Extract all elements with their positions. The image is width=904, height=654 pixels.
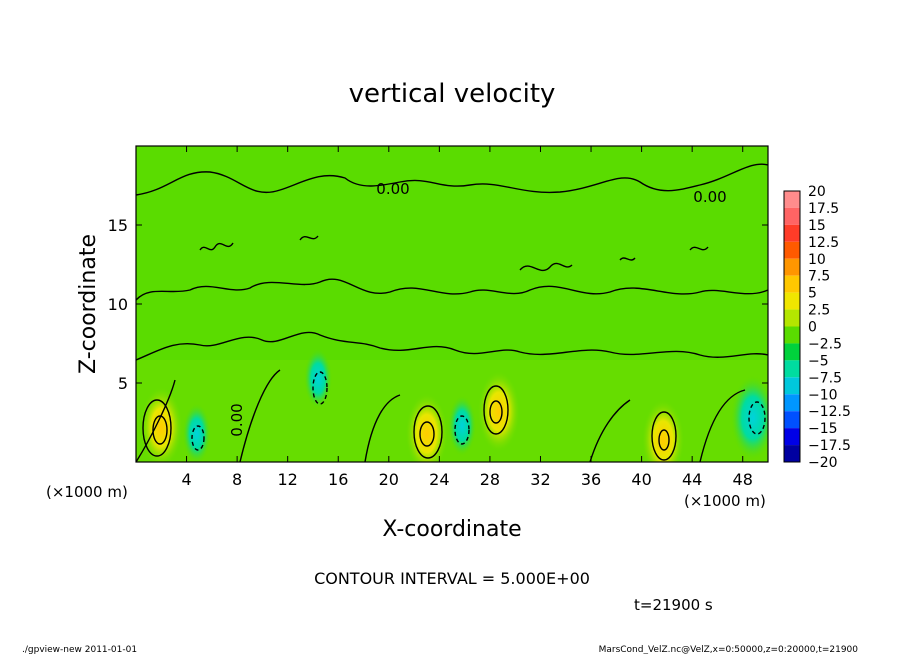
contour-label: 0.00 — [228, 403, 246, 436]
colorbar-swatch — [784, 241, 800, 259]
colorbar-label: 17.5 — [808, 201, 839, 217]
downdraft-core — [448, 395, 477, 456]
x-tick-label: 28 — [480, 470, 500, 489]
colorbar-swatch — [784, 207, 800, 225]
colorbar-label: −7.5 — [808, 370, 842, 386]
colorbar-label: 12.5 — [808, 235, 839, 251]
colorbar-label: −2.5 — [808, 336, 842, 352]
colorbar-label: −10 — [808, 387, 838, 403]
footer-right: MarsCond_VelZ.nc@VelZ,x=0:50000,z=0:2000… — [599, 645, 859, 654]
colorbar-label: 5 — [808, 286, 817, 302]
colorbar-label: 20 — [808, 184, 826, 200]
colorbar-swatch — [784, 309, 800, 327]
x-tick-label: 20 — [379, 470, 399, 489]
contour-interval-text: CONTOUR INTERVAL = 5.000E+00 — [314, 569, 590, 588]
x-tick-label: 36 — [581, 470, 601, 489]
x-tick-label: 24 — [429, 470, 449, 489]
y-tick-label: 15 — [108, 216, 128, 235]
colorbar-label: −17.5 — [808, 438, 851, 454]
y-axis-ticks: 5 10 15 — [108, 216, 768, 393]
colorbar-swatch — [784, 445, 800, 462]
colorbar-swatch — [784, 191, 800, 208]
colorbar-swatch — [784, 326, 800, 344]
x-tick-label: 16 — [328, 470, 348, 489]
plot-area: 0.00 0.00 0.00 — [136, 146, 768, 462]
contour-label: 0.00 — [693, 188, 726, 206]
colorbar-swatch — [784, 411, 800, 429]
x-axis-unit: (×1000 m) — [684, 492, 766, 510]
x-tick-label: 4 — [181, 470, 191, 489]
colorbar-swatch — [784, 394, 800, 412]
downdraft-core — [182, 403, 211, 462]
colorbar-label: 15 — [808, 218, 826, 234]
updraft-core — [476, 369, 521, 454]
colorbar-swatch — [784, 275, 800, 293]
colorbar-swatch — [784, 428, 800, 446]
time-label: t=21900 s — [634, 596, 713, 614]
updraft-core — [139, 385, 184, 462]
x-tick-label: 8 — [232, 470, 242, 489]
velocity-features — [139, 348, 768, 462]
y-tick-label: 5 — [118, 374, 128, 393]
colorbar-label: 10 — [808, 252, 826, 268]
colorbar-label: −20 — [808, 455, 838, 471]
x-tick-label: 12 — [278, 470, 298, 489]
y-tick-label: 10 — [108, 295, 128, 314]
x-tick-label: 32 — [530, 470, 550, 489]
x-axis-ticks: 4 8 12 16 20 24 28 32 36 40 44 48 — [181, 146, 753, 489]
chart-title: vertical velocity — [349, 79, 556, 109]
colorbar: 2017.51512.5107.552.50−2.5−5−7.5−10−12.5… — [783, 184, 851, 471]
colorbar-label: −12.5 — [808, 404, 851, 420]
downdraft-core — [304, 348, 333, 409]
colorbar-frame — [783, 190, 801, 463]
contour-lines — [136, 163, 768, 462]
y-axis-unit: (×1000 m) — [46, 483, 128, 501]
colorbar-label: 2.5 — [808, 303, 830, 319]
colorbar-swatch — [784, 292, 800, 310]
contour-label: 0.00 — [376, 180, 409, 198]
x-axis-label: X-coordinate — [382, 517, 521, 542]
colorbar-swatch — [784, 224, 800, 242]
x-tick-label: 40 — [631, 470, 651, 489]
colorbar-label: −15 — [808, 421, 838, 437]
colorbar-swatch — [784, 258, 800, 276]
colorbar-swatch — [784, 343, 800, 361]
y-axis-label: Z-coordinate — [76, 234, 101, 374]
colorbar-label: 0 — [808, 320, 817, 336]
x-tick-label: 48 — [733, 470, 753, 489]
colorbar-label: −5 — [808, 353, 829, 369]
colorbar-swatch — [784, 360, 800, 378]
footer-left: ./gpview-new 2011-01-01 — [22, 645, 137, 654]
x-tick-label: 44 — [682, 470, 702, 489]
colorbar-swatch — [784, 377, 800, 395]
colorbar-label: 7.5 — [808, 269, 830, 285]
